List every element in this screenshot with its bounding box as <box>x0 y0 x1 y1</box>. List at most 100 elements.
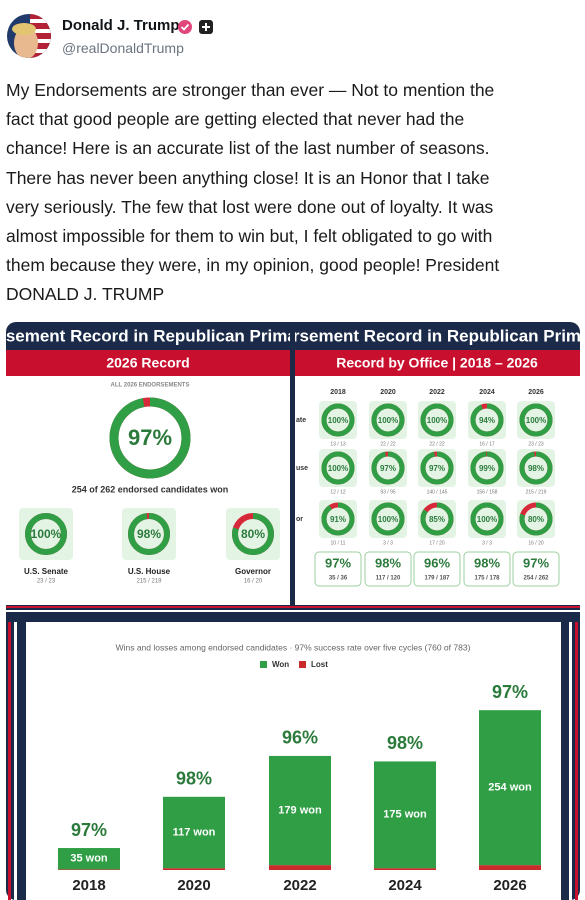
post-line: fact that good people are getting electe… <box>6 109 465 130</box>
total-count: 254 / 262 <box>523 576 549 582</box>
bar-segment <box>269 755 331 866</box>
stripe <box>14 622 17 900</box>
cell-count: 22 / 22 <box>429 441 445 447</box>
author-handle[interactable]: @realDonaldTrump <box>62 40 184 56</box>
donut-label: 100% <box>477 515 497 524</box>
donut-arc <box>25 513 67 555</box>
panel-band <box>295 350 580 376</box>
bar-segment <box>374 868 436 870</box>
bar-label: 117 won <box>173 826 216 838</box>
bar-segment <box>374 761 436 869</box>
cell-count: 16 / 17 <box>479 441 495 447</box>
bar-segment <box>163 796 225 869</box>
total-box <box>314 551 362 587</box>
stripe <box>8 622 11 900</box>
total-rate: 98% <box>375 555 401 570</box>
donut-arc <box>470 451 504 485</box>
cell-count: 12 / 12 <box>330 489 346 495</box>
rate-label: 98% <box>176 769 212 789</box>
panel-by-office: rsement Record in Republican Prim Record … <box>295 326 580 587</box>
total-rate: 96% <box>424 555 450 570</box>
total-box <box>413 551 461 587</box>
rate-label: 98% <box>387 733 423 753</box>
total-count: 179 / 187 <box>424 576 450 582</box>
bar-segment <box>58 848 120 870</box>
panel-subtitle: 2026 Record <box>106 355 189 371</box>
donut-arc <box>371 502 405 536</box>
post-text: My Endorsements are stronger than ever —… <box>6 76 499 310</box>
post-line: There has never been anything close! It … <box>6 167 490 188</box>
donut-arc <box>109 397 191 479</box>
donut-arc <box>371 403 405 437</box>
donut-label: 97% <box>380 464 396 473</box>
donut-label: 94% <box>479 416 495 425</box>
rate-label: 96% <box>282 728 318 748</box>
donut-label: 97% <box>128 425 172 450</box>
post-line: My Endorsements are stronger than ever —… <box>6 80 495 100</box>
donut-label: 100% <box>328 416 348 425</box>
cell-count: 17 / 20 <box>429 540 445 546</box>
donut-label: 85% <box>429 515 445 524</box>
donut-arc <box>321 502 355 536</box>
post-line: very seriously. The few that lost were d… <box>6 196 494 217</box>
office-name: U.S. House <box>128 567 171 576</box>
year-header: 2020 <box>380 389 396 396</box>
stripe <box>569 622 572 900</box>
donut-label: 100% <box>427 416 447 425</box>
author-name[interactable]: Donald J. Trump <box>62 17 180 34</box>
bar-label: 175 won <box>383 809 427 821</box>
post-line: almost impossible for them to win but, I… <box>6 225 493 246</box>
donut-arc <box>470 403 504 437</box>
cell-count: 93 / 95 <box>380 489 396 495</box>
donut-arc <box>420 502 454 536</box>
donut-arc <box>371 451 405 485</box>
post-image[interactable]: rsement Record in Republican Prima 2026 R… <box>6 322 580 900</box>
caption: ALL 2026 ENDORSEMENTS <box>111 383 190 389</box>
post-line: DONALD J. TRUMP <box>6 284 165 305</box>
post-line: chance! Here is an accurate list of the … <box>6 138 490 159</box>
panel-bg <box>6 376 290 605</box>
x-tick-label: 2020 <box>177 877 210 894</box>
bar-segment <box>269 865 331 870</box>
donut-label: 97% <box>429 464 445 473</box>
total-text: 254 of 262 endorsed candidates won <box>72 484 229 494</box>
total-rate: 97% <box>523 555 549 570</box>
donut-label: 100% <box>378 515 398 524</box>
donut-label: 100% <box>31 527 62 541</box>
avatar[interactable] <box>6 13 52 59</box>
office-name: U.S. Senate <box>24 567 69 576</box>
donut-arc <box>519 403 553 437</box>
total-box <box>463 551 511 587</box>
donut-label: 100% <box>526 416 546 425</box>
cell-count: 140 / 145 <box>427 489 448 495</box>
total-rate: 98% <box>474 555 500 570</box>
total-rate: 97% <box>325 555 351 570</box>
donut-label: 100% <box>378 416 398 425</box>
chart-subtitle: Wins and losses among endorsed candidate… <box>116 642 471 652</box>
donut-label: 80% <box>241 527 265 541</box>
legend-swatch <box>260 661 267 668</box>
row-label: use <box>296 465 308 472</box>
legend-swatch <box>299 661 306 668</box>
donut-arc <box>519 502 553 536</box>
donut-arc <box>232 513 274 555</box>
bar-segment <box>163 868 225 870</box>
cell-count: 22 / 22 <box>380 441 396 447</box>
x-tick-label: 2024 <box>388 877 422 894</box>
cell-count: 16 / 20 <box>528 540 544 546</box>
panel-2026: rsement Record in Republican Prima 2026 R… <box>6 326 297 585</box>
cell-count: 3 / 3 <box>383 540 393 546</box>
cell-count: 215 / 219 <box>526 489 547 495</box>
panel-subtitle: Record by Office | 2018 – 2026 <box>336 355 538 371</box>
donut-label: 98% <box>528 464 544 473</box>
badges <box>178 20 213 34</box>
panel-title: rsement Record in Republican Prima <box>6 326 297 345</box>
donut-arc <box>420 451 454 485</box>
office-count: 23 / 23 <box>37 579 56 585</box>
total-count: 175 / 178 <box>474 576 500 582</box>
donut-label: 98% <box>137 527 161 541</box>
stripe <box>6 610 580 612</box>
total-count: 35 / 36 <box>329 576 348 582</box>
x-tick-label: 2018 <box>72 877 105 894</box>
